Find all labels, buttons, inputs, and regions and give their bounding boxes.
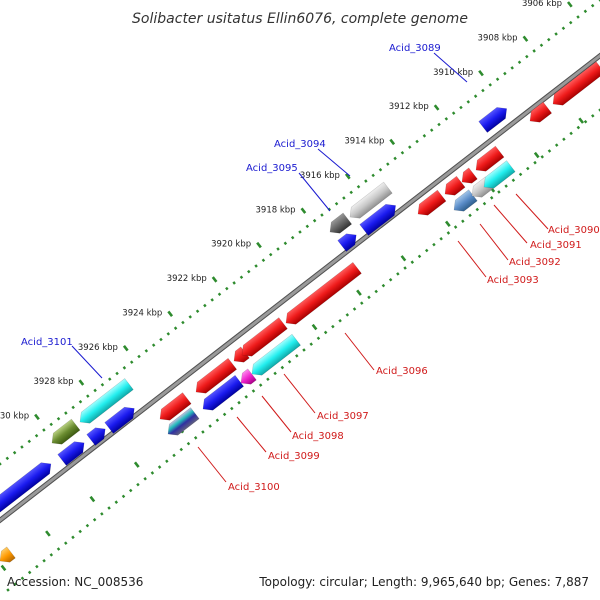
- gene-arrow[interactable]: [0, 546, 16, 567]
- ruler-tick-label: 3908 kbp: [478, 33, 518, 43]
- reverse-gene-labels: Acid_3090 Acid_3091 Acid_3092 Acid_3093 …: [197, 193, 600, 493]
- gene-features: [0, 61, 600, 567]
- gene-label-acid-3101[interactable]: Acid_3101: [21, 337, 73, 348]
- ruler-tick-label: 3920 kbp: [211, 240, 251, 250]
- ruler-tick-label: 3926 kbp: [78, 343, 118, 353]
- inner-ruler-tick: [311, 323, 318, 331]
- gene-label-acid-3096[interactable]: Acid_3096: [376, 366, 428, 377]
- ruler-tick-label: 3912 kbp: [389, 102, 429, 112]
- ruler-tick: 3910 kbp: [433, 68, 484, 78]
- gene-label-acid-3092[interactable]: Acid_3092: [509, 257, 561, 268]
- gene-arrow[interactable]: [76, 378, 134, 428]
- gene-arrow[interactable]: [472, 145, 505, 175]
- gene-arrow-acid-3102[interactable]: [0, 458, 55, 514]
- gene-label-acid-3099[interactable]: Acid_3099: [268, 451, 320, 462]
- inner-ruler-tick: [0, 564, 7, 572]
- ruler-tick-label: 3906 kbp: [522, 0, 562, 9]
- gene-arrow[interactable]: [230, 346, 250, 367]
- ruler-tick: 3914 kbp: [344, 137, 396, 147]
- ruler-tick: 3912 kbp: [389, 102, 440, 112]
- gene-arrow[interactable]: [104, 403, 139, 434]
- ruler-tick-label: 3922 kbp: [167, 274, 207, 284]
- gene-label-acid-3090[interactable]: Acid_3090: [548, 225, 600, 236]
- ruler-tick: 3924 kbp: [122, 308, 174, 318]
- gene-arrow-acid-3097[interactable]: [248, 333, 301, 379]
- gene-arrow[interactable]: [156, 392, 192, 425]
- gene-arrow[interactable]: [326, 212, 353, 238]
- gene-arrow[interactable]: [238, 317, 288, 361]
- ruler-tick: 3930 kbp: [0, 412, 40, 422]
- inner-ruler-tick: [400, 255, 407, 262]
- gene-label-acid-3094[interactable]: Acid_3094: [274, 139, 326, 150]
- map-title: Solibacter usitatus Ellin6076, complete …: [132, 11, 468, 27]
- gene-arrow[interactable]: [441, 175, 466, 199]
- inner-ruler-tick: [133, 461, 140, 468]
- gene-label-acid-3098[interactable]: Acid_3098: [292, 431, 344, 442]
- gene-arrow[interactable]: [48, 418, 81, 448]
- inner-ruler-tick: [356, 289, 362, 296]
- gene-arrow[interactable]: [337, 229, 361, 252]
- gene-arrow[interactable]: [526, 101, 553, 127]
- gene-arrow-acid-3096[interactable]: [282, 262, 362, 328]
- ruler-tick-label: 3910 kbp: [433, 68, 473, 78]
- ruler-tick: 3908 kbp: [478, 33, 529, 43]
- ruler-tick: 3928 kbp: [33, 377, 85, 387]
- ruler-tick-label: 3914 kbp: [344, 137, 384, 147]
- gene-arrow[interactable]: [458, 167, 478, 188]
- gene-arrow[interactable]: [192, 357, 238, 397]
- ruler-tick-label: 3928 kbp: [33, 377, 73, 387]
- gene-label-acid-3091[interactable]: Acid_3091: [530, 240, 582, 251]
- gene-arrow[interactable]: [86, 423, 110, 446]
- inner-ruler-tick: [533, 151, 540, 159]
- ruler-tick: 3922 kbp: [167, 274, 218, 284]
- gene-arrow-acid-3100[interactable]: [164, 407, 200, 440]
- ruler-tick: 3918 kbp: [256, 205, 307, 215]
- gene-arrow-acid-3099[interactable]: [199, 374, 245, 414]
- gene-arrow-acid-3098[interactable]: [237, 368, 257, 389]
- gene-label-acid-3100[interactable]: Acid_3100: [228, 482, 280, 493]
- gene-label-acid-3093[interactable]: Acid_3093: [487, 275, 539, 286]
- inner-ruler-tick: [444, 220, 451, 228]
- ruler-tick-label: 3924 kbp: [122, 308, 162, 318]
- gene-arrow[interactable]: [346, 181, 393, 222]
- ruler-tick-label: 3918 kbp: [256, 205, 296, 215]
- outer-ruler: 3906 kbp 3908 kbp 3910 kbp 3912 kbp 3914 kbp…: [0, 0, 600, 466]
- gene-arrow[interactable]: [359, 200, 400, 236]
- forward-gene-labels: Acid_3089 Acid_3094 Acid_3095 Acid_3101: [21, 43, 468, 379]
- gene-arrow[interactable]: [549, 61, 600, 110]
- gene-label-acid-3097[interactable]: Acid_3097: [317, 411, 369, 422]
- gene-label-acid-3095[interactable]: Acid_3095: [246, 163, 298, 174]
- ruler-tick: 3920 kbp: [211, 240, 262, 250]
- gene-label-acid-3089[interactable]: Acid_3089: [389, 43, 441, 54]
- gene-arrow-acid-3093[interactable]: [414, 189, 447, 219]
- accession-text: Accession: NC_008536: [7, 575, 143, 589]
- inner-ruler-tick: [578, 117, 585, 124]
- gene-arrow-acid-3092[interactable]: [450, 189, 478, 216]
- inner-ruler-tick: [45, 530, 51, 537]
- genome-backbone: [0, 52, 600, 524]
- ruler-tick: 3906 kbp: [522, 0, 573, 9]
- gene-arrow-acid-3089[interactable]: [478, 103, 511, 133]
- gene-arrow-acid-3101b[interactable]: [57, 437, 89, 466]
- ruler-tick: 3916 kbp: [300, 171, 351, 181]
- ruler-tick: 3926 kbp: [78, 343, 129, 353]
- gene-arrow-acid-3090[interactable]: [480, 160, 516, 193]
- inner-ruler-tick: [89, 495, 96, 503]
- ruler-tick-label: 3916 kbp: [300, 171, 340, 181]
- genome-summary-text: Topology: circular; Length: 9,965,640 bp…: [258, 575, 589, 589]
- ruler-tick-label: 3930 kbp: [0, 412, 29, 422]
